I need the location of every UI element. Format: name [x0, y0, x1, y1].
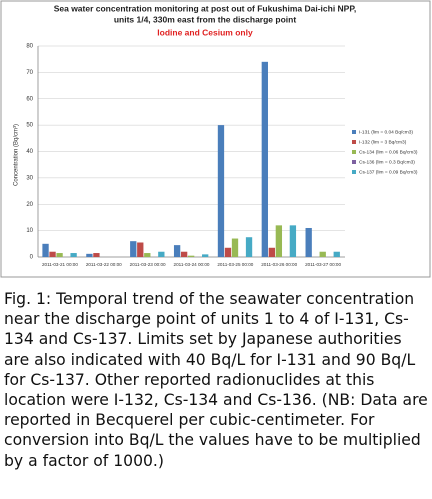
- bar: [86, 253, 93, 257]
- bar: [275, 225, 283, 257]
- bar: [137, 242, 144, 257]
- y-tick-label: 20: [26, 202, 33, 208]
- x-tick-label: 2011-03-27 00:00: [305, 262, 341, 267]
- y-tick-label: 70: [26, 70, 33, 76]
- y-tick-label: 60: [26, 96, 33, 102]
- legend-swatch: [352, 150, 356, 154]
- y-tick-label: 0: [30, 255, 34, 261]
- chart-title: Sea water concentration monitoring at po…: [54, 3, 357, 13]
- legend-label: Cs-134 (lim = 0.06 Bq/cm3): [359, 149, 418, 155]
- bar: [305, 227, 312, 257]
- x-tick-label: 2011-03-21 00:00: [42, 262, 78, 267]
- chart: Sea water concentration monitoring at po…: [0, 0, 431, 278]
- x-tick-label: 2011-03-23 00:00: [130, 262, 166, 267]
- bar: [202, 254, 209, 257]
- legend-label: I-131 (lim = 0.04 Bq/cm3): [359, 129, 413, 135]
- bar: [49, 251, 56, 257]
- bar: [130, 241, 137, 257]
- legend-swatch: [352, 130, 356, 134]
- bar: [289, 225, 297, 257]
- bar: [158, 251, 165, 257]
- bar: [187, 255, 195, 257]
- bar: [173, 245, 181, 257]
- annotation: Iodine and Cesium only: [157, 27, 253, 37]
- legend-label: Cs-137 (lim = 0.09 Bq/cm3): [359, 169, 418, 175]
- bar: [42, 243, 49, 257]
- bar: [319, 251, 326, 257]
- legend-label: I-132 (lim = 3 Bq/cm3): [359, 139, 407, 145]
- bar: [144, 253, 151, 257]
- bar: [217, 125, 225, 257]
- y-tick-label: 30: [26, 175, 33, 181]
- x-tick-label: 2011-03-25 00:00: [217, 262, 253, 267]
- y-tick-label: 40: [26, 149, 33, 155]
- bar: [268, 247, 276, 257]
- x-tick-label: 2011-03-26 00:00: [261, 262, 297, 267]
- chart-frame: [0, 0, 431, 278]
- legend-swatch: [352, 140, 356, 144]
- bar: [261, 61, 268, 258]
- bar: [93, 253, 100, 257]
- bar: [245, 237, 253, 257]
- legend-label: Cs-136 (lim = 0.3 Bq/cm3): [359, 159, 415, 165]
- bar: [224, 247, 232, 257]
- y-tick-label: 50: [26, 123, 33, 129]
- legend-swatch: [352, 170, 356, 174]
- legend-swatch: [352, 160, 356, 164]
- y-axis-label: Concentration (Bq/cm³): [14, 124, 20, 186]
- x-tick-label: 2011-03-24 00:00: [174, 262, 210, 267]
- bar: [180, 251, 188, 257]
- y-tick-label: 80: [26, 44, 33, 50]
- bar: [56, 253, 63, 257]
- bar: [333, 251, 340, 257]
- chart-subtitle: units 1/4, 330m east from the discharge …: [114, 14, 296, 24]
- bar: [70, 253, 77, 257]
- bar: [231, 238, 239, 257]
- y-tick-label: 10: [26, 228, 33, 234]
- x-tick-label: 2011-03-22 00:00: [86, 262, 122, 267]
- caption: Fig. 1: Temporal trend of the seawater c…: [4, 290, 428, 470]
